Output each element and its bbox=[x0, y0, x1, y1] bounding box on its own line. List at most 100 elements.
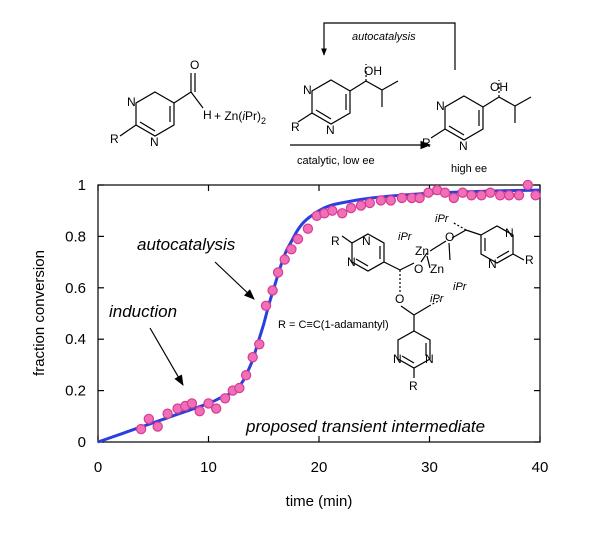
data-point bbox=[385, 195, 396, 206]
product-r-label: R bbox=[422, 136, 431, 150]
data-point bbox=[423, 187, 434, 198]
x-tick-label: 20 bbox=[311, 459, 328, 476]
int-ipr-1: iPr bbox=[398, 231, 413, 243]
int-zn-2: Zn bbox=[430, 262, 444, 276]
autocatalysis-annotation: autocatalysis bbox=[137, 235, 236, 254]
aldehyde-structure: O H N N R bbox=[110, 58, 212, 149]
data-point bbox=[162, 408, 173, 419]
data-point bbox=[439, 187, 451, 198]
data-point bbox=[414, 192, 425, 204]
data-point bbox=[260, 300, 272, 311]
data-point bbox=[476, 190, 487, 201]
product-label: high ee bbox=[451, 163, 487, 175]
data-point bbox=[522, 179, 534, 191]
data-point bbox=[143, 413, 154, 425]
int-r-1: R bbox=[331, 234, 340, 248]
data-points-layer bbox=[135, 179, 541, 435]
catalyst-r-label: R bbox=[291, 120, 300, 134]
y-tick-label: 0.6 bbox=[65, 280, 86, 297]
data-point bbox=[247, 352, 258, 363]
y-axis-title: fraction conversion bbox=[31, 250, 48, 376]
x-tick-label: 40 bbox=[532, 459, 549, 476]
int-ipr-2: iPr bbox=[453, 281, 468, 293]
int-ipr-3: iPr bbox=[435, 213, 450, 225]
data-point bbox=[364, 197, 375, 209]
data-point bbox=[495, 190, 506, 201]
data-point bbox=[530, 190, 541, 201]
catalyst-structure: OH N N R bbox=[291, 64, 399, 137]
chart-annotations: autocatalysis induction proposed transie… bbox=[109, 235, 485, 436]
data-point bbox=[267, 285, 278, 296]
x-tick-label: 0 bbox=[94, 459, 102, 476]
data-point bbox=[240, 370, 252, 381]
data-point bbox=[457, 187, 468, 198]
induction-annotation-arrow bbox=[149, 327, 184, 386]
aldehyde-r-label: R bbox=[110, 132, 119, 146]
aldehyde-h-label: H bbox=[203, 108, 212, 122]
y-tick-label: 0 bbox=[78, 434, 86, 451]
catalyst-oh-label: OH bbox=[364, 64, 382, 78]
data-point bbox=[254, 339, 265, 350]
product-n2-label: N bbox=[459, 139, 468, 153]
aldehyde-n2-label: N bbox=[150, 135, 159, 149]
catalyst-n2-label: N bbox=[326, 123, 335, 137]
kinetics-chart: 0 0.2 0.4 0.6 0.8 1 0 10 20 30 40 fraction conver… bbox=[31, 177, 548, 510]
autocatalysis-loop-arrow: autocatalysis bbox=[321, 22, 456, 70]
data-point bbox=[210, 403, 222, 414]
data-point bbox=[272, 267, 284, 278]
data-point bbox=[448, 192, 459, 204]
data-point bbox=[513, 190, 525, 201]
product-n1-label: N bbox=[436, 99, 445, 113]
reaction-scheme: O H N N R + Zn(iPr)2 OH N N R autocatal bbox=[110, 22, 532, 175]
data-point bbox=[279, 254, 290, 265]
data-point bbox=[135, 423, 147, 435]
data-point bbox=[186, 398, 198, 409]
data-point bbox=[286, 244, 297, 255]
int-n-c2: N bbox=[425, 352, 434, 366]
data-point bbox=[194, 406, 205, 417]
x-axis-title: time (min) bbox=[286, 493, 353, 510]
aldehyde-n1-label: N bbox=[127, 95, 136, 109]
data-point bbox=[503, 190, 515, 201]
int-n-b1: N bbox=[505, 226, 514, 240]
condition-label: catalytic, low ee bbox=[297, 155, 375, 167]
int-n-a2: N bbox=[347, 255, 356, 269]
int-o-2: O bbox=[445, 230, 454, 244]
int-ipr-4: iPr bbox=[430, 293, 445, 305]
data-point bbox=[485, 187, 496, 198]
data-point bbox=[234, 382, 245, 394]
x-tick-label: 30 bbox=[421, 459, 438, 476]
data-point bbox=[396, 192, 408, 204]
int-n-a1: N bbox=[362, 234, 371, 248]
y-tick-label: 0.2 bbox=[65, 383, 86, 400]
data-point bbox=[152, 421, 163, 432]
y-tick-label: 0.4 bbox=[65, 331, 86, 348]
int-o-1: O bbox=[414, 262, 423, 276]
catalyst-n1-label: N bbox=[303, 83, 312, 97]
intermediate-structure: R N N O Zn iPr O Zn iPr iPr N N R O iPr bbox=[331, 213, 534, 393]
int-n-b2: N bbox=[488, 257, 497, 271]
aldehyde-o-label: O bbox=[190, 58, 199, 72]
data-point bbox=[466, 190, 477, 201]
autocatalysis-annotation-arrow bbox=[214, 261, 255, 300]
int-r-2: R bbox=[525, 253, 534, 267]
r-definition: R = C≡C(1-adamantyl) bbox=[278, 319, 389, 331]
y-tick-label: 0.8 bbox=[65, 228, 86, 245]
int-n-c1: N bbox=[393, 352, 402, 366]
product-structure: OH N N R bbox=[422, 80, 532, 153]
data-point bbox=[292, 233, 304, 245]
int-zn-1: Zn bbox=[415, 244, 429, 258]
data-point bbox=[327, 205, 338, 216]
data-point bbox=[355, 200, 367, 211]
data-point bbox=[219, 393, 231, 404]
x-axis-ticks: 0 10 20 30 40 bbox=[94, 185, 549, 476]
data-point bbox=[302, 223, 314, 234]
induction-annotation: induction bbox=[109, 302, 177, 321]
reagent-text: + Zn(iPr)2 bbox=[214, 109, 266, 126]
x-tick-label: 10 bbox=[200, 459, 217, 476]
product-oh-label: OH bbox=[490, 80, 508, 94]
intermediate-annotation: proposed transient intermediate bbox=[245, 417, 485, 436]
data-point bbox=[337, 208, 348, 219]
